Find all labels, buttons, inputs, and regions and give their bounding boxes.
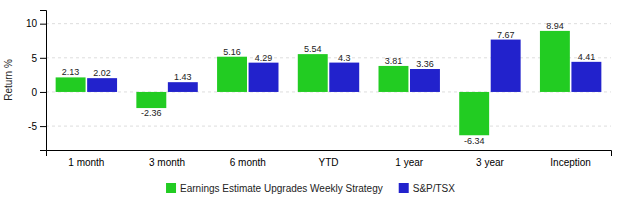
x-tick-label: 3 month (149, 157, 185, 168)
y-tick-mark (40, 92, 46, 93)
y-tick-label: 5 (31, 53, 37, 64)
bar (56, 77, 86, 92)
bar (571, 62, 601, 92)
x-tick-label: 1 year (395, 157, 423, 168)
grid (46, 24, 611, 126)
legend-label: Earnings Estimate Upgrades Weekly Strate… (180, 183, 383, 194)
x-tick: Inception (550, 157, 591, 168)
y-tick: 0 (31, 87, 46, 98)
data-label: 1.43 (174, 72, 192, 82)
bar (329, 63, 359, 92)
data-labels: 2.13 -2.36 5.16 5.54 3.81 -6.34 8.94 2.02 1.43 4.… (62, 21, 595, 146)
data-label: 4.29 (255, 53, 273, 63)
x-tick: 3 year (476, 157, 504, 168)
bar (136, 92, 166, 108)
bars (56, 31, 602, 135)
legend-item: S&P/TSX (399, 183, 456, 194)
y-tick-mark (40, 58, 46, 59)
grid-line (46, 126, 611, 127)
bar (249, 63, 279, 92)
bar (459, 92, 489, 135)
x-axis: 1 month 3 month 6 month YTD 1 year 3 year Ince… (47, 151, 612, 169)
bar (168, 82, 198, 92)
plot: 2.13 -2.36 5.16 5.54 3.81 -6.34 8.94 2.02 1.43 4.… (26, 11, 612, 169)
legend-item: Earnings Estimate Upgrades Weekly Strate… (166, 183, 383, 194)
y-tick: 5 (31, 53, 46, 64)
x-tick: 3 month (149, 157, 185, 168)
y-axis-title: Return % (3, 59, 14, 101)
y-tick-label: 0 (31, 87, 37, 98)
data-label: 4.41 (578, 52, 596, 62)
bar (87, 78, 117, 92)
x-tick-label: 3 year (476, 157, 504, 168)
bar (217, 57, 247, 92)
data-label: 8.94 (546, 21, 564, 31)
y-tick: 10 (26, 18, 46, 29)
x-tick-label: YTD (319, 157, 339, 168)
data-label: -6.34 (464, 136, 485, 146)
bar (379, 66, 409, 92)
legend-swatch (166, 183, 176, 193)
x-tick: 6 month (230, 157, 266, 168)
x-tick: YTD (319, 157, 339, 168)
legend-swatch (399, 183, 409, 193)
data-label: 5.54 (304, 44, 322, 54)
data-label: 4.3 (338, 53, 351, 63)
x-tick: 1 month (68, 157, 104, 168)
y-tick: -5 (28, 121, 46, 132)
data-label: 5.16 (223, 47, 241, 57)
data-label: 3.36 (416, 59, 434, 69)
bar (540, 31, 570, 92)
x-tick: 1 year (395, 157, 423, 168)
bar (410, 69, 440, 92)
data-label: 3.81 (385, 56, 403, 66)
y-tick-label: 10 (26, 18, 38, 29)
x-tick-label: 1 month (68, 157, 104, 168)
grid-line (46, 23, 611, 24)
y-tick-mark (40, 126, 46, 127)
x-tick-label: Inception (550, 157, 591, 168)
grid-line (46, 91, 611, 92)
x-axis-line (47, 151, 612, 157)
grid-line (46, 57, 611, 58)
y-axis: -5 0 5 10 (26, 11, 47, 151)
data-label: -2.36 (141, 108, 162, 118)
x-tick-label: 6 month (230, 157, 266, 168)
chart-container: 2.13 -2.36 5.16 5.54 3.81 -6.34 8.94 2.02 1.43 4.… (0, 0, 621, 200)
legend-label: S&P/TSX (413, 183, 456, 194)
y-tick-label: -5 (28, 121, 37, 132)
bar (491, 40, 521, 92)
y-axis-line (40, 11, 47, 151)
data-label: 7.67 (497, 30, 515, 40)
y-tick-mark (40, 24, 46, 25)
bar (298, 54, 328, 92)
legend: Earnings Estimate Upgrades Weekly Strate… (166, 183, 455, 194)
data-label: 2.13 (62, 67, 80, 77)
chart-svg: 2.13 -2.36 5.16 5.54 3.81 -6.34 8.94 2.02 1.43 4.… (0, 0, 621, 200)
data-label: 2.02 (93, 68, 111, 78)
